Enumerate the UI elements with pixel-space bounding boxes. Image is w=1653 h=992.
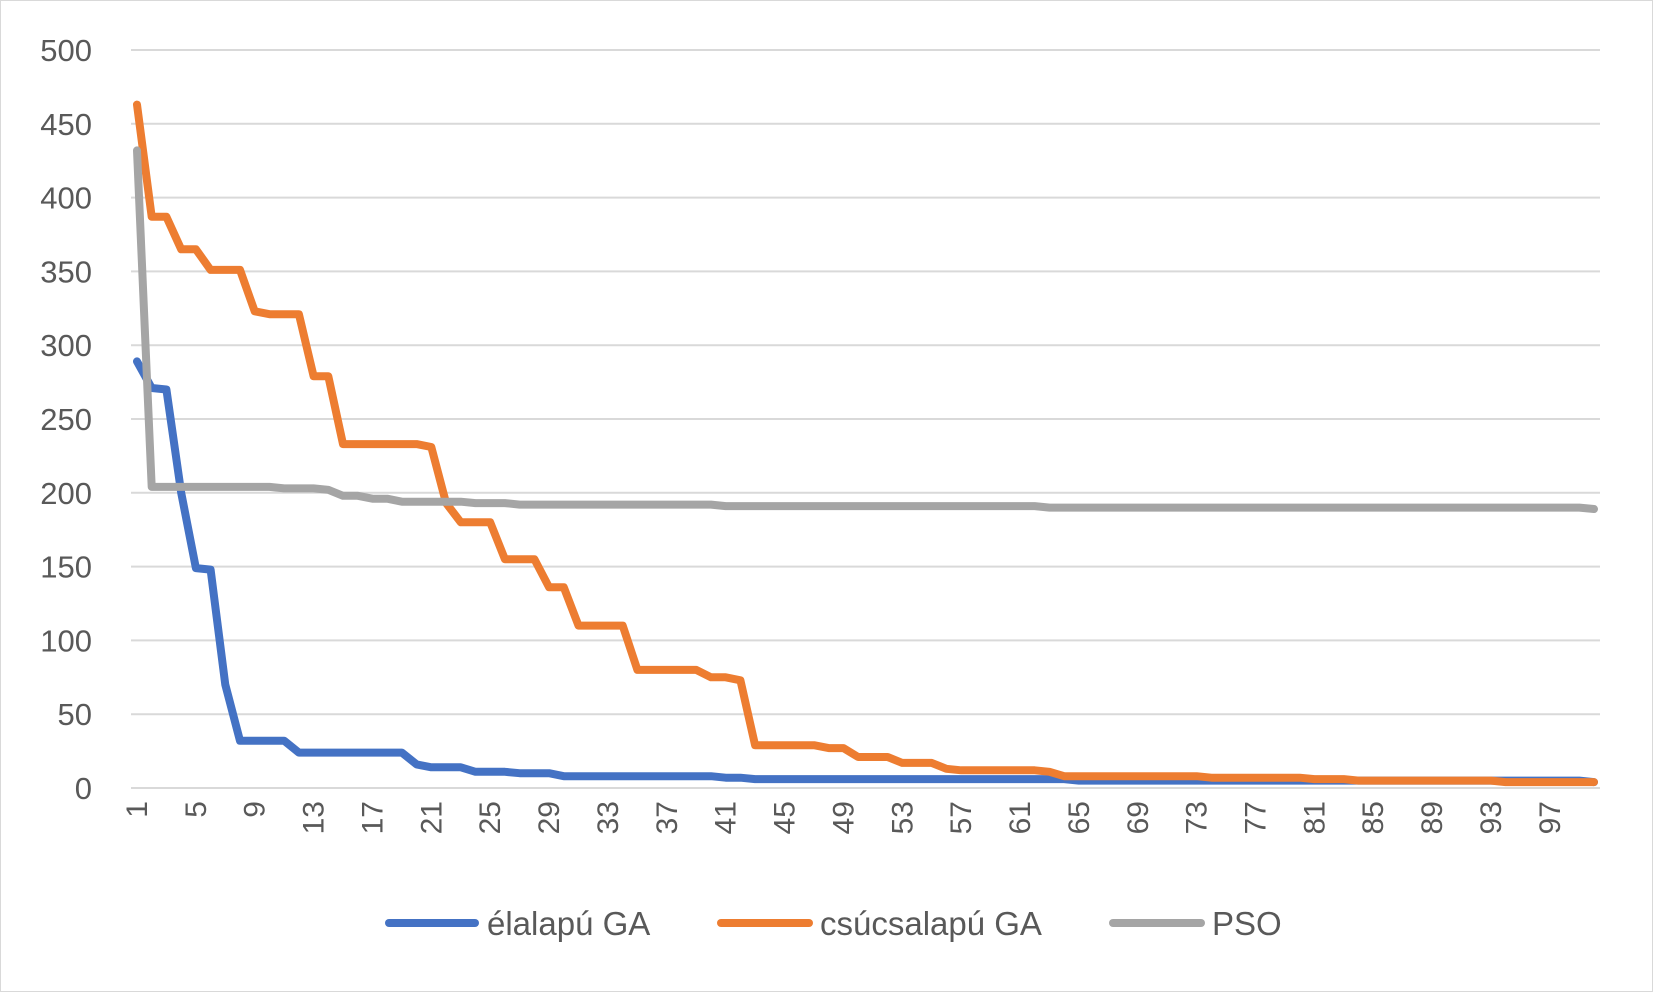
legend-label: csúcsalapú GA (820, 905, 1042, 942)
legend-item: PSO (1109, 905, 1282, 942)
y-tick-label: 350 (40, 254, 92, 289)
series-lines (133, 100, 1598, 787)
x-tick-label: 53 (886, 801, 919, 834)
x-tick-label: 81 (1298, 801, 1331, 834)
y-tick-label: 0 (75, 771, 92, 806)
y-tick-label: 500 (40, 33, 92, 68)
x-tick-label: 5 (180, 801, 213, 818)
x-tick-label: 41 (710, 801, 743, 834)
y-tick-label: 400 (40, 181, 92, 216)
x-tick-label: 45 (769, 801, 802, 834)
y-axis-tick-labels: 0 50 100 150 200 250 300 350 400 450 500 (40, 33, 92, 806)
x-tick-label: 69 (1122, 801, 1155, 834)
y-tick-label: 300 (40, 328, 92, 363)
x-tick-label: 29 (533, 801, 566, 834)
y-tick-label: 100 (40, 623, 92, 658)
x-tick-label: 89 (1416, 801, 1449, 834)
y-tick-label: 200 (40, 476, 92, 511)
x-tick-label: 73 (1181, 801, 1214, 834)
x-tick-label: 13 (298, 801, 331, 834)
x-tick-label: 97 (1534, 801, 1567, 834)
legend-item: csúcsalapú GA (717, 905, 1042, 942)
x-tick-label: 17 (356, 801, 389, 834)
x-tick-label: 33 (592, 801, 625, 834)
legend-label: élalapú GA (487, 905, 650, 942)
y-tick-label: 250 (40, 402, 92, 437)
legend-item: élalapú GA (385, 905, 650, 942)
y-tick-label: 150 (40, 550, 92, 585)
x-tick-label: 61 (1004, 801, 1037, 834)
y-tick-label: 450 (40, 107, 92, 142)
x-tick-label: 65 (1063, 801, 1096, 834)
x-tick-label: 25 (474, 801, 507, 834)
x-tick-label: 9 (239, 801, 272, 818)
x-tick-label: 49 (827, 801, 860, 834)
legend-label: PSO (1212, 905, 1282, 942)
x-tick-label: 57 (945, 801, 978, 834)
x-axis-tick-labels: 1 5 9 13 17 21 25 29 33 37 41 45 49 53 57 61 65 69 73 77 81 8… (121, 801, 1567, 834)
legend: élalapú GA csúcsalapú GA PSO (385, 905, 1282, 942)
x-tick-label: 1 (121, 801, 154, 818)
series-line-2 (133, 100, 1598, 787)
x-tick-label: 77 (1240, 801, 1273, 834)
gridlines (131, 49, 1600, 789)
x-tick-label: 93 (1475, 801, 1508, 834)
x-tick-label: 37 (651, 801, 684, 834)
series-line-3 (133, 146, 1598, 513)
x-tick-label: 85 (1357, 801, 1390, 834)
series-line-1 (133, 357, 1598, 787)
x-tick-label: 21 (415, 801, 448, 834)
y-tick-label: 50 (58, 697, 92, 732)
